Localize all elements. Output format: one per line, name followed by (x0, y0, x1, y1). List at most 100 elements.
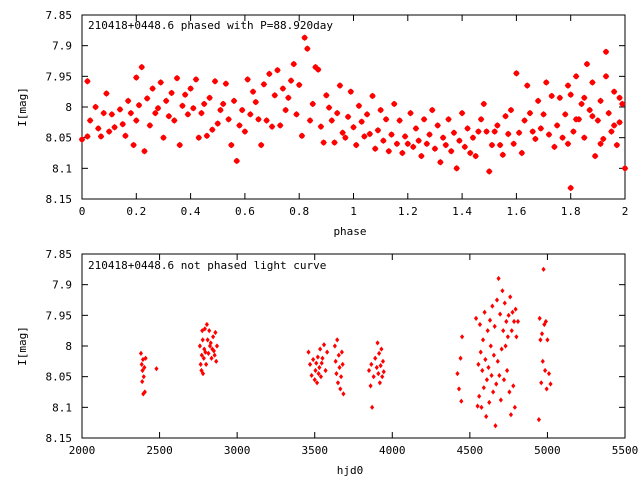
data-point (320, 139, 327, 146)
data-point (127, 109, 135, 117)
data-point (282, 106, 289, 114)
data-point (486, 364, 491, 371)
data-point (309, 100, 316, 108)
data-point (380, 374, 385, 380)
data-point (553, 122, 561, 129)
data-point (366, 367, 372, 374)
data-point (84, 78, 91, 85)
data-point (401, 133, 409, 140)
data-point (456, 386, 462, 392)
data-point (495, 358, 500, 364)
data-point (266, 70, 273, 78)
data-point (458, 355, 463, 361)
data-point (597, 97, 604, 105)
data-point (551, 143, 558, 151)
data-point (100, 109, 107, 117)
data-point (534, 97, 542, 105)
data-point (306, 349, 311, 355)
x-tick-label: 1.2 (398, 205, 418, 218)
x-axis-label: hjd0 (337, 464, 364, 477)
data-point (589, 113, 596, 120)
data-point (217, 106, 224, 114)
data-point (318, 374, 323, 380)
y-tick-label: 8.1 (52, 162, 72, 175)
data-point (586, 106, 593, 114)
data-point (195, 134, 202, 141)
data-point (483, 128, 490, 135)
data-point (133, 74, 140, 81)
data-point (190, 105, 197, 112)
data-point (337, 364, 342, 371)
data-point (268, 123, 276, 130)
data-point (513, 70, 520, 77)
data-point (505, 367, 510, 374)
data-point (160, 134, 167, 141)
data-point (377, 380, 382, 386)
data-point (412, 125, 420, 132)
data-point (198, 361, 203, 367)
data-point (478, 349, 483, 355)
y-tick-label: 8.05 (46, 371, 73, 384)
data-point (200, 328, 205, 334)
x-tick-label: 0 (79, 205, 86, 218)
data-point (373, 355, 378, 361)
data-point (578, 100, 585, 108)
data-point (559, 134, 566, 141)
data-point (410, 143, 417, 151)
data-point (219, 100, 227, 108)
data-point (480, 100, 488, 108)
data-point (154, 105, 162, 112)
data-point (165, 113, 173, 120)
data-point (133, 117, 140, 124)
data-point (105, 128, 113, 135)
x-tick-label: 0.8 (289, 205, 309, 218)
data-point (393, 140, 401, 147)
data-point (209, 355, 214, 361)
data-point (122, 132, 129, 140)
data-point (540, 358, 545, 364)
x-axis-label: phase (333, 225, 366, 238)
data-point (249, 88, 257, 95)
data-point (317, 364, 322, 371)
data-point (293, 111, 300, 118)
x-tick-label: 1.4 (452, 205, 472, 218)
data-point (311, 356, 316, 363)
data-point (608, 128, 615, 135)
data-point (581, 94, 588, 101)
data-point (260, 81, 268, 88)
data-point (486, 168, 493, 175)
data-point (130, 141, 137, 149)
data-point (498, 397, 503, 403)
data-point (119, 120, 126, 128)
data-point (95, 125, 102, 132)
y-tick-label: 7.85 (46, 248, 73, 261)
data-point (171, 117, 178, 124)
data-point (488, 343, 493, 349)
data-point (498, 311, 503, 317)
data-point (505, 130, 512, 138)
data-point (521, 117, 528, 124)
data-point (143, 95, 151, 102)
data-point (487, 399, 492, 406)
data-point (511, 383, 516, 389)
data-point (309, 372, 314, 379)
data-point (315, 66, 322, 73)
data-point (480, 367, 485, 374)
data-point (481, 385, 486, 391)
data-point (475, 128, 482, 135)
data-point (472, 152, 479, 160)
data-point (340, 361, 345, 367)
data-point (208, 340, 213, 346)
data-point (473, 315, 479, 321)
data-point (429, 106, 436, 114)
data-point (524, 82, 531, 89)
data-point (453, 165, 460, 172)
data-point (539, 380, 544, 386)
data-point (207, 328, 212, 334)
data-point (233, 157, 240, 165)
data-point (84, 133, 91, 140)
data-point (374, 127, 382, 134)
data-point (489, 372, 494, 379)
data-point (142, 389, 147, 395)
y-tick-label: 8 (65, 101, 72, 114)
